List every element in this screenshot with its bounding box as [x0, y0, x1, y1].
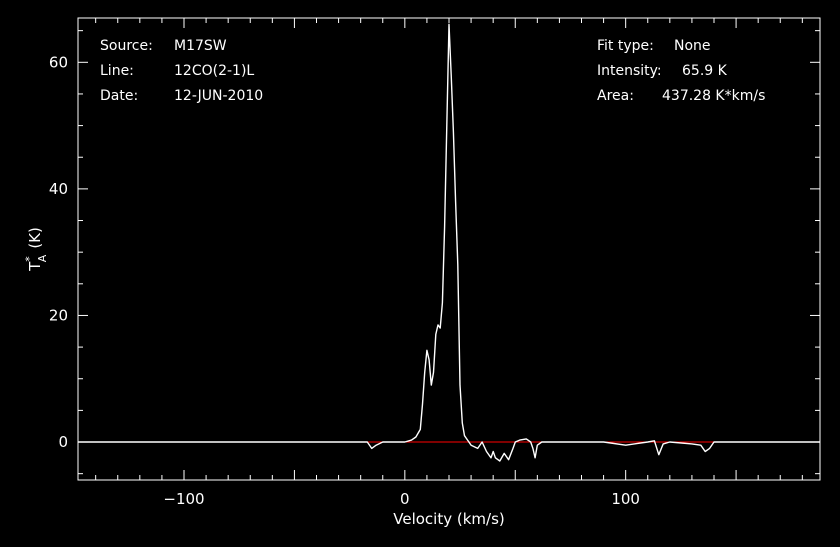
y-axis-title-sup: *	[23, 256, 36, 262]
line-value: 12CO(2-1)L	[174, 63, 254, 79]
svg-text:T*A(K): T*A (K)	[23, 227, 49, 272]
y-tick-label: 40	[49, 180, 68, 198]
y-axis-title-sub: A	[36, 254, 49, 262]
x-tick-label: −100	[163, 490, 204, 508]
y-tick-label: 0	[58, 433, 68, 451]
y-tick-label: 20	[49, 306, 68, 324]
spectrum-line	[78, 23, 820, 462]
source-label: Source:	[100, 38, 153, 54]
area-label: Area:	[597, 88, 634, 104]
intensity-value: 65.9 K	[682, 63, 728, 79]
y-axis-title: T*A (K)	[23, 227, 49, 272]
date-label: Date:	[100, 88, 138, 104]
x-axis-title: Velocity (km/s)	[393, 510, 504, 528]
axis-tick-labels: −100 0 100 0 20 40 60	[49, 53, 640, 508]
y-axis-title-unit: (K)	[26, 227, 44, 249]
y-axis-title-main: T	[26, 261, 44, 272]
x-tick-label: 100	[611, 490, 640, 508]
source-value: M17SW	[174, 38, 227, 54]
intensity-label: Intensity:	[597, 63, 662, 79]
line-label: Line:	[100, 63, 134, 79]
area-value: 437.28 K*km/s	[662, 88, 765, 104]
axis-ticks	[78, 18, 820, 480]
fit-type-value: None	[674, 38, 711, 54]
y-tick-label: 60	[49, 53, 68, 71]
date-value: 12-JUN-2010	[174, 88, 263, 104]
fit-type-label: Fit type:	[597, 38, 654, 54]
x-tick-label: 0	[400, 490, 410, 508]
